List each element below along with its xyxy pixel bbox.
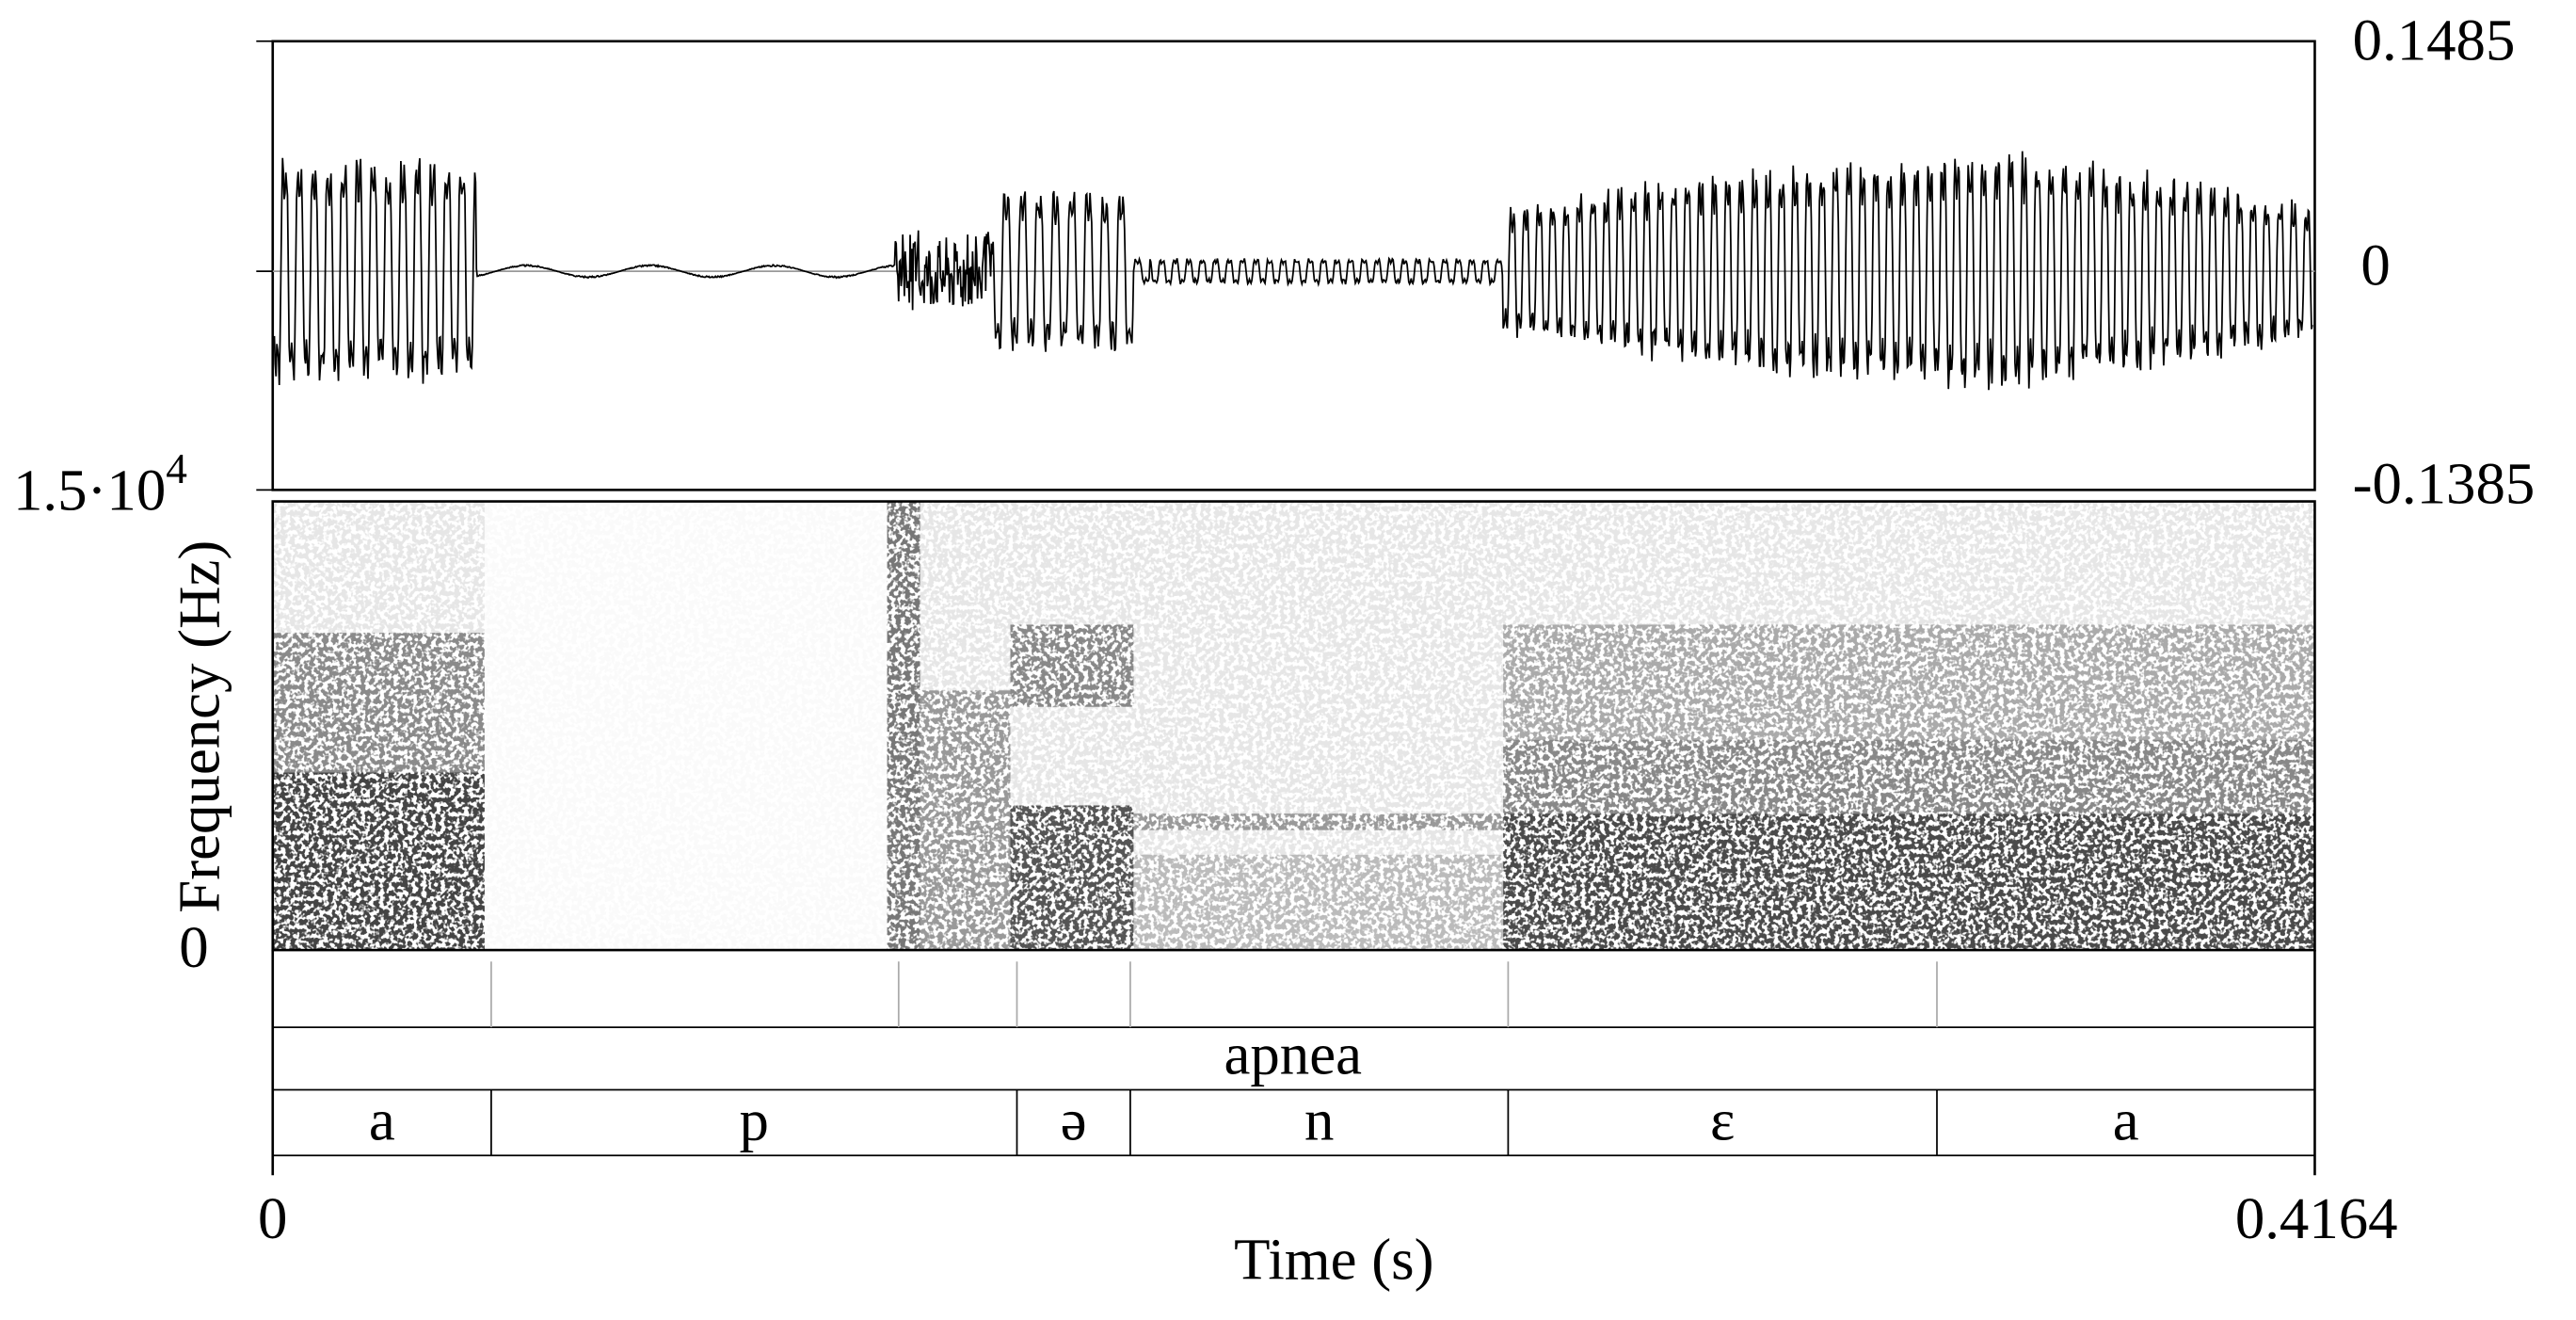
- textgrid: apnea a p ə n ε a: [271, 950, 2316, 1176]
- phone-label: p: [739, 1087, 768, 1152]
- time-start-label: 0: [258, 1185, 287, 1251]
- word-label: apnea: [1224, 1021, 1362, 1087]
- waveform-frame: [271, 40, 2316, 491]
- waveform: [273, 151, 2313, 391]
- freq-min-label: 0: [179, 914, 208, 980]
- amp-max-label: 0.1485: [2353, 7, 2516, 72]
- phone-label: a: [369, 1087, 395, 1152]
- freq-max-base: 1.5·10: [13, 458, 166, 523]
- freq-max-label: 1.5·104: [13, 445, 187, 523]
- spectrogram-noise: [272, 501, 2315, 951]
- phone-label: ə: [1061, 1087, 1087, 1152]
- amp-min-label: -0.1385: [2353, 451, 2536, 517]
- time-end-label: 0.4164: [2235, 1185, 2398, 1251]
- phone-label: a: [2113, 1087, 2139, 1152]
- freq-axis-label: Frequency (Hz): [167, 540, 232, 913]
- amp-zero-label: 0: [2360, 233, 2390, 298]
- freq-max-exponent: 4: [166, 445, 187, 492]
- time-axis-label: Time (s): [1234, 1227, 1433, 1293]
- phone-label: ε: [1710, 1087, 1735, 1152]
- spectrogram-frame: [271, 500, 2316, 952]
- phone-label: n: [1304, 1087, 1334, 1152]
